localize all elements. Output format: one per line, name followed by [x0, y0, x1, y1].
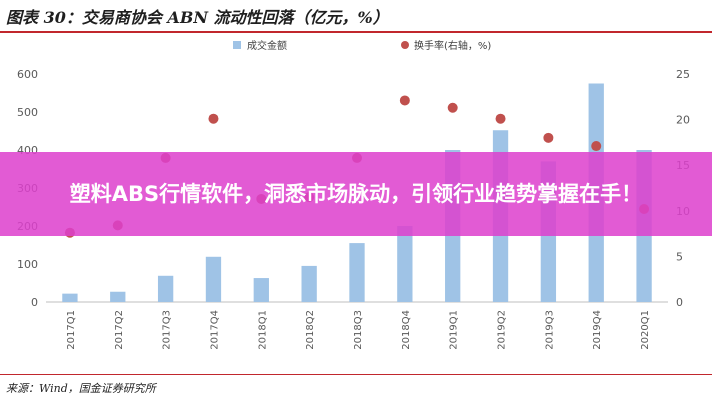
promo-banner[interactable]: 塑料ABS行情软件，洞悉市场脉动，引领行业趋势掌握在手！	[0, 152, 712, 236]
data-point	[208, 113, 219, 124]
x-tick-label: 2017Q4	[209, 310, 220, 350]
header-divider	[0, 31, 712, 33]
data-point	[591, 141, 602, 152]
footer-divider	[0, 374, 712, 375]
bar	[62, 293, 78, 302]
y-tick-label: 500	[17, 106, 38, 119]
x-tick-label: 2019Q2	[497, 310, 508, 350]
source-note: 来源：Wind，国金证券研究所	[6, 382, 156, 395]
x-tick-label: 2018Q4	[401, 310, 412, 350]
y2-tick-label: 5	[676, 250, 683, 263]
data-point	[447, 102, 458, 113]
x-tick-label: 2018Q2	[305, 310, 316, 350]
data-point	[543, 132, 554, 143]
x-tick-label: 2018Q3	[353, 310, 364, 350]
bar	[397, 226, 413, 302]
y-tick-label: 600	[17, 68, 38, 81]
x-tick-label: 2019Q1	[449, 310, 460, 350]
figure-title: 图表 30：交易商协会 ABN 流动性回落（亿元，%）	[6, 8, 389, 27]
banner-text: 塑料ABS行情软件，洞悉市场脉动，引领行业趋势掌握在手！	[69, 182, 643, 206]
legend-dot-label: 换手率(右轴，%)	[414, 39, 491, 52]
bar	[301, 265, 317, 302]
legend-bar-swatch	[233, 41, 241, 49]
bar	[205, 256, 222, 302]
bar	[157, 275, 174, 302]
y2-tick-label: 20	[676, 114, 690, 127]
data-point	[495, 113, 506, 124]
x-tick-label: 2017Q3	[162, 310, 173, 350]
x-tick-label: 2017Q1	[66, 310, 77, 350]
legend-dot-swatch	[401, 41, 409, 49]
x-tick-label: 2019Q3	[544, 310, 555, 350]
data-point	[399, 95, 410, 106]
x-tick-label: 2019Q4	[592, 310, 603, 350]
x-tick-label: 2018Q1	[257, 310, 268, 350]
y2-tick-label: 25	[676, 68, 690, 81]
x-tick-label: 2017Q2	[114, 310, 125, 350]
figure-header: 图表 30：交易商协会 ABN 流动性回落（亿元，%）	[0, 0, 712, 33]
legend-bar-label: 成交金额	[247, 39, 287, 52]
y-tick-label: 0	[31, 296, 38, 309]
y2-tick-label: 0	[676, 296, 683, 309]
bar	[349, 243, 365, 302]
y-tick-label: 100	[17, 258, 38, 271]
x-tick-label: 2020Q1	[640, 310, 651, 350]
bar	[253, 278, 269, 302]
bar	[110, 291, 126, 302]
